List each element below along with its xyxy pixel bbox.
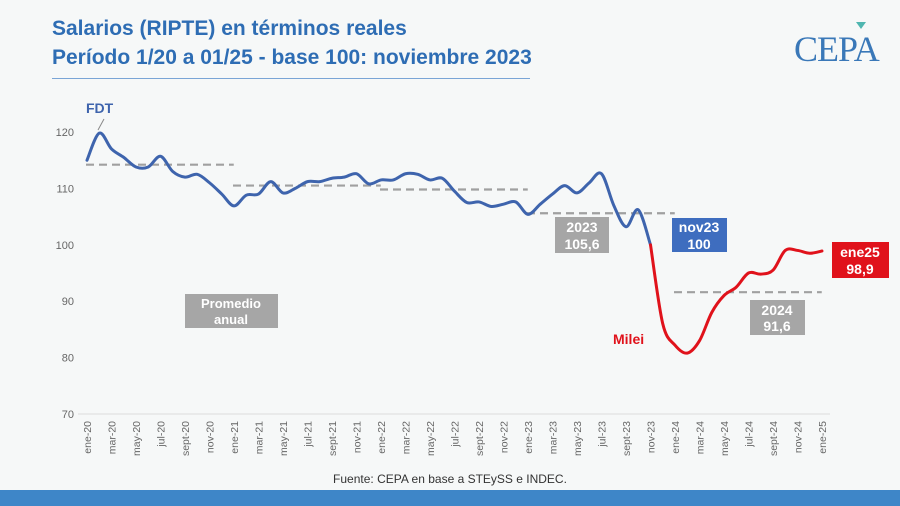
x-tick-label: mar-22 — [401, 421, 413, 454]
title-line-1: Salarios (RIPTE) en términos reales — [52, 17, 407, 40]
milei-label: Milei — [613, 331, 644, 347]
fdt-label: FDT — [86, 100, 114, 116]
x-tick-label: ene-25 — [817, 421, 829, 454]
avg-2024-year: 2024 — [761, 302, 792, 318]
ene25-box — [832, 242, 889, 278]
logo-gem-icon — [856, 22, 866, 29]
source-note: Fuente: CEPA en base a STEySS e INDEC. — [333, 472, 567, 486]
x-tick-label: nov-24 — [793, 421, 805, 453]
x-tick-label: jul-24 — [744, 421, 756, 448]
x-tick-label: ene-20 — [82, 421, 94, 454]
x-tick-label: sept-20 — [180, 421, 192, 456]
nov23-value: 100 — [687, 236, 711, 252]
nov23-label: nov23 — [679, 219, 720, 235]
x-tick-label: ene-23 — [523, 421, 535, 454]
promedio-line1: Promedio — [201, 296, 261, 311]
x-tick-label: may-23 — [572, 421, 584, 456]
x-tick-label: nov-22 — [499, 421, 511, 453]
ene25-value: 98,9 — [846, 261, 873, 277]
y-tick-label: 100 — [56, 240, 74, 252]
x-tick-label: sept-21 — [327, 421, 339, 456]
x-tick-label: may-24 — [719, 421, 731, 456]
title-line-2: Período 1/20 a 01/25 - base 100: noviemb… — [52, 46, 532, 69]
cepa-logo: CEPA — [794, 29, 880, 69]
x-tick-label: ene-24 — [670, 421, 682, 454]
avg-2023-value: 105,6 — [564, 236, 599, 252]
x-tick-label: jul-20 — [156, 421, 168, 448]
fdt-leader — [97, 118, 105, 131]
x-tick-label: may-20 — [131, 421, 143, 456]
bottom-bar — [0, 490, 900, 506]
y-tick-label: 120 — [56, 127, 74, 139]
y-tick-label: 80 — [62, 353, 74, 365]
x-tick-label: mar-21 — [254, 421, 266, 454]
x-tick-label: jul-22 — [450, 421, 462, 448]
x-tick-label: may-21 — [278, 421, 290, 456]
x-tick-label: may-22 — [425, 421, 437, 456]
chart-title: Salarios (RIPTE) en términos reales Perí… — [52, 14, 532, 72]
x-tick-label: ene-22 — [376, 421, 388, 454]
y-tick-label: 70 — [62, 409, 74, 421]
x-tick-label: mar-24 — [695, 421, 707, 454]
x-tick-label: sept-24 — [768, 421, 780, 456]
y-tick-label: 110 — [56, 183, 74, 195]
title-underline — [52, 78, 530, 79]
promedio-line2: anual — [214, 312, 248, 327]
avg-2023-box — [555, 217, 609, 253]
x-tick-label: mar-20 — [107, 421, 119, 454]
x-tick-label: jul-23 — [597, 421, 609, 448]
avg-2024-box — [750, 300, 805, 335]
nov23-box — [672, 218, 727, 252]
avg-2023-year: 2023 — [566, 219, 597, 235]
x-tick-label: nov-23 — [646, 421, 658, 453]
x-tick-label: sept-22 — [474, 421, 486, 456]
x-tick-label: nov-20 — [205, 421, 217, 453]
x-tick-label: mar-23 — [548, 421, 560, 454]
avg-2024-value: 91,6 — [763, 318, 790, 334]
x-tick-label: nov-21 — [352, 421, 364, 453]
ene25-label: ene25 — [840, 244, 880, 260]
promedio-box — [185, 294, 278, 328]
x-tick-label: sept-23 — [621, 421, 633, 456]
series-line-milei — [649, 243, 824, 355]
y-tick-label: 90 — [62, 296, 74, 308]
x-tick-label: jul-21 — [303, 421, 315, 448]
x-tick-label: ene-21 — [229, 421, 241, 454]
